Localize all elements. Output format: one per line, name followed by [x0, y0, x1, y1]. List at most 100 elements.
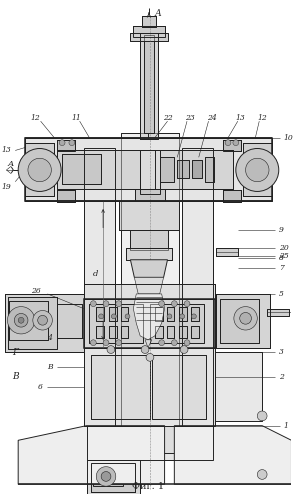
- Circle shape: [257, 411, 267, 421]
- Bar: [91, 356, 150, 419]
- Bar: [9, 297, 57, 348]
- Bar: [192, 160, 202, 178]
- Bar: [62, 154, 101, 184]
- Circle shape: [146, 354, 154, 362]
- Text: Г: Г: [12, 348, 18, 357]
- Bar: [191, 326, 199, 338]
- Bar: [223, 140, 241, 151]
- Text: 4: 4: [47, 334, 52, 342]
- Bar: [109, 306, 117, 321]
- Bar: [243, 142, 272, 197]
- Text: 13: 13: [1, 146, 11, 154]
- Text: 2: 2: [279, 373, 283, 381]
- Bar: [83, 348, 215, 426]
- Bar: [96, 306, 104, 321]
- Bar: [93, 466, 123, 486]
- Bar: [6, 294, 83, 352]
- Bar: [216, 248, 238, 256]
- Circle shape: [191, 314, 196, 319]
- Text: В: В: [47, 363, 52, 371]
- Text: d: d: [93, 270, 98, 278]
- Bar: [9, 297, 57, 348]
- Bar: [89, 304, 143, 343]
- Bar: [179, 306, 187, 321]
- Bar: [191, 326, 199, 338]
- Bar: [167, 326, 174, 338]
- Text: 26: 26: [31, 287, 41, 295]
- Bar: [109, 326, 117, 338]
- Text: 1: 1: [284, 422, 289, 430]
- Polygon shape: [133, 294, 165, 340]
- Bar: [177, 160, 189, 178]
- Bar: [150, 304, 204, 343]
- Text: 5: 5: [279, 290, 283, 298]
- Bar: [133, 26, 165, 37]
- Text: В: В: [12, 372, 19, 382]
- Bar: [155, 150, 233, 190]
- Bar: [109, 326, 117, 338]
- Text: 3: 3: [279, 348, 283, 356]
- Circle shape: [159, 340, 165, 345]
- Bar: [155, 306, 163, 321]
- Bar: [121, 133, 179, 426]
- Text: 20: 20: [279, 244, 289, 252]
- Bar: [167, 326, 174, 338]
- Bar: [83, 299, 215, 348]
- Bar: [91, 463, 135, 492]
- Bar: [96, 306, 104, 321]
- Polygon shape: [145, 340, 152, 347]
- Bar: [223, 140, 241, 151]
- Bar: [130, 34, 168, 41]
- Bar: [6, 294, 83, 352]
- Circle shape: [257, 470, 267, 480]
- Bar: [152, 356, 206, 419]
- Text: 12: 12: [31, 114, 41, 122]
- Bar: [133, 26, 165, 37]
- Bar: [167, 306, 174, 321]
- Bar: [83, 284, 215, 299]
- Bar: [267, 308, 289, 316]
- Text: 8: 8: [279, 254, 283, 262]
- Text: 9: 9: [279, 226, 283, 234]
- Bar: [160, 158, 174, 182]
- Bar: [119, 201, 179, 230]
- Circle shape: [171, 300, 177, 306]
- Bar: [62, 154, 101, 184]
- Bar: [130, 34, 168, 41]
- Text: 19: 19: [1, 182, 11, 190]
- Bar: [140, 150, 160, 194]
- Circle shape: [184, 340, 190, 345]
- Bar: [83, 348, 215, 426]
- Bar: [223, 190, 241, 202]
- Circle shape: [245, 158, 269, 182]
- Text: 22: 22: [163, 114, 172, 122]
- Circle shape: [184, 300, 190, 306]
- Circle shape: [167, 314, 172, 319]
- Circle shape: [236, 148, 279, 192]
- Polygon shape: [134, 278, 164, 294]
- Bar: [57, 140, 75, 151]
- Circle shape: [14, 314, 28, 327]
- Bar: [223, 190, 241, 202]
- Circle shape: [116, 340, 122, 345]
- Bar: [86, 426, 213, 460]
- Bar: [135, 190, 165, 201]
- Bar: [57, 190, 75, 202]
- Polygon shape: [130, 260, 168, 278]
- Bar: [216, 294, 270, 348]
- Bar: [167, 306, 174, 321]
- Bar: [57, 150, 140, 190]
- Bar: [121, 306, 128, 321]
- Text: 13: 13: [236, 114, 245, 122]
- Bar: [83, 284, 215, 299]
- Circle shape: [103, 300, 109, 306]
- Bar: [86, 460, 140, 499]
- Bar: [267, 308, 289, 316]
- Text: 24: 24: [207, 114, 217, 122]
- Bar: [86, 460, 140, 499]
- Bar: [152, 356, 206, 419]
- Bar: [150, 304, 204, 343]
- Circle shape: [225, 140, 231, 145]
- Circle shape: [7, 306, 35, 334]
- Bar: [160, 158, 174, 182]
